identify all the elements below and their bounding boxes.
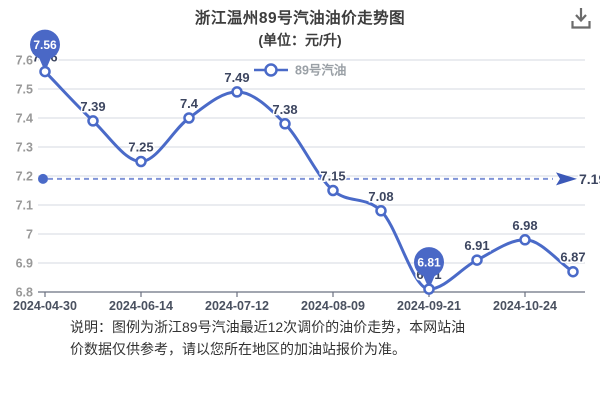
y-tick-label: 7 (26, 228, 33, 242)
x-tick-label: 2024-07-12 (205, 299, 269, 313)
ref-arrow-icon (556, 172, 577, 186)
download-button[interactable] (568, 5, 594, 31)
chart-unit-subtitle: (单位：元/升) (258, 32, 342, 48)
price-line (43, 70, 575, 291)
value-label: 6.87 (560, 250, 585, 265)
x-tick-label: 2024-10-24 (493, 299, 557, 313)
x-tick-label: 2024-08-09 (301, 299, 365, 313)
y-tick-label: 6.9 (16, 257, 33, 271)
balloon-marker: 7.56 (30, 29, 60, 72)
balloon-value: 6.81 (417, 256, 441, 270)
value-label: 7.49 (224, 70, 249, 85)
data-point-dot (183, 112, 195, 124)
disclaimer-line-1: 说明：图例为浙江89号汽油最近12次调价的油价走势，本网站油 (70, 319, 466, 335)
y-tick-label: 7.1 (16, 199, 33, 213)
value-label: 7.39 (80, 99, 105, 114)
ref-line-start-dot (38, 173, 48, 184)
page-title: 浙江温州89号汽油油价走势图 (194, 10, 406, 27)
y-tick-label: 7.3 (16, 141, 33, 155)
data-point-dot (567, 265, 579, 278)
y-tick-label: 7.5 (16, 83, 33, 97)
y-tick-label: 7.4 (16, 112, 33, 126)
value-label: 6.91 (464, 238, 489, 253)
data-point-dot (327, 184, 339, 197)
data-point-dot (87, 115, 99, 127)
x-tick-label: 2024-09-21 (397, 299, 461, 313)
value-label: 6.98 (512, 218, 537, 233)
data-point-dot (375, 205, 387, 217)
balloon-value: 7.56 (33, 38, 57, 52)
value-label: 7.08 (368, 189, 393, 204)
disclaimer-note: 说明：图例为浙江89号汽油最近12次调价的油价走势，本网站油 价数据仅供参考，请… (70, 316, 570, 361)
legend-dot-marker (264, 63, 278, 77)
data-point-dot (423, 283, 435, 295)
value-label: 7.4 (180, 96, 199, 111)
legend-label: 89号汽油 (295, 63, 346, 78)
y-tick-label: 7.2 (16, 170, 33, 184)
y-tick-label: 6.8 (16, 286, 33, 300)
data-point-dot (135, 155, 147, 168)
disclaimer-line-2: 价数据仅供参考，请以您所在地区的加油站报价为准。 (70, 341, 406, 358)
download-icon (571, 8, 591, 29)
value-label: 7.15 (320, 169, 345, 184)
data-point-dot (39, 65, 51, 78)
value-label: 7.25 (128, 140, 153, 155)
data-point-dot (519, 234, 531, 246)
value-label: 7.38 (272, 102, 297, 117)
data-point-dot (279, 118, 291, 130)
chart-header: 浙江温州89号汽油油价走势图 (单位：元/升) (0, 6, 600, 50)
x-tick-label: 2024-04-30 (13, 299, 77, 313)
ref-line-label: 7.19 (579, 171, 600, 187)
x-tick-label: 2024-06-14 (109, 299, 173, 313)
legend-item-89-gasoline[interactable]: 89号汽油 (254, 63, 346, 78)
y-tick-label: 7.6 (16, 54, 33, 68)
data-point-dot (471, 254, 483, 266)
data-point-dot (231, 86, 243, 98)
balloon-marker: 6.81 (414, 247, 444, 290)
